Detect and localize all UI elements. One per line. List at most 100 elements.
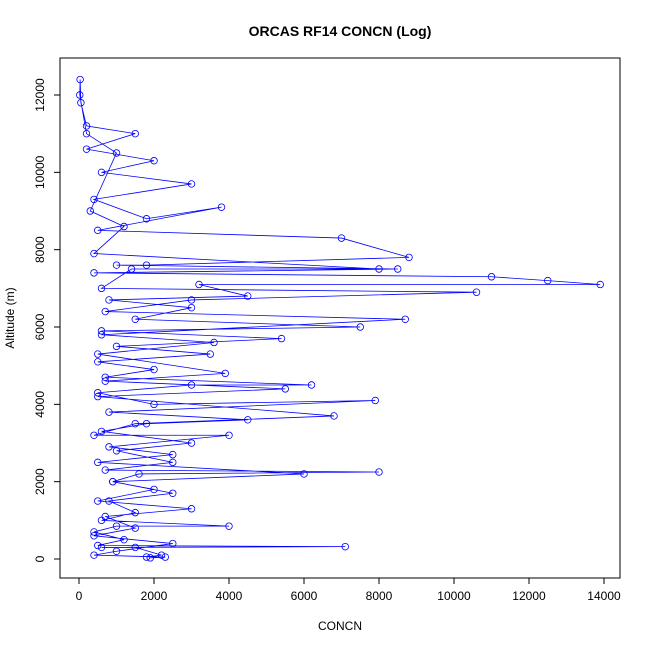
data-point — [356, 323, 364, 331]
data-point — [101, 466, 109, 474]
data-point — [341, 542, 349, 551]
data-point — [375, 265, 383, 273]
data-point — [131, 508, 139, 517]
data-point — [94, 226, 102, 235]
data-point — [142, 553, 151, 561]
data-point — [210, 338, 218, 347]
data-point — [94, 392, 102, 401]
data-point — [375, 468, 383, 476]
data-point — [105, 497, 113, 505]
data-point — [94, 350, 102, 358]
data-point — [135, 470, 143, 478]
data-point — [169, 458, 177, 467]
data-point — [109, 477, 117, 486]
data-point — [76, 75, 84, 84]
data-point — [112, 342, 121, 351]
x-tick-label: 12000 — [512, 589, 546, 603]
chart-title: ORCAS RF14 CONCN (Log) — [249, 23, 432, 39]
data-point — [101, 377, 109, 385]
x-tick-label: 10000 — [437, 589, 471, 603]
data-point — [187, 303, 196, 312]
data-point — [187, 296, 196, 304]
data-point — [187, 180, 196, 188]
data-point — [131, 129, 139, 138]
data-point — [90, 269, 98, 277]
data-point — [86, 207, 94, 215]
data-point — [206, 350, 214, 358]
data-point — [142, 261, 151, 269]
data-point — [150, 485, 158, 494]
data-point — [112, 522, 121, 530]
data-point — [487, 273, 496, 281]
y-axis-label: Altitude (m) — [3, 287, 17, 348]
data-point — [97, 284, 106, 293]
data-point — [105, 408, 113, 416]
data-point — [90, 431, 98, 439]
data-point — [157, 551, 166, 559]
data-point — [101, 307, 109, 316]
data-point — [150, 157, 158, 165]
y-tick-label: 10000 — [33, 155, 47, 189]
data-point — [169, 489, 177, 497]
data-point — [112, 447, 121, 455]
y-tick-label: 12000 — [33, 78, 47, 112]
y-tick-label: 8000 — [33, 236, 47, 263]
data-point — [90, 528, 98, 536]
data-point — [146, 554, 154, 562]
data-point — [394, 265, 402, 273]
data-point — [101, 512, 109, 521]
data-point — [300, 470, 308, 478]
data-point — [90, 249, 98, 258]
data-point — [112, 547, 121, 555]
y-tick-label: 6000 — [33, 313, 47, 340]
y-tick-label: 2000 — [33, 468, 47, 495]
data-point — [472, 288, 481, 296]
x-tick-label: 2000 — [141, 589, 168, 603]
data-point — [169, 539, 177, 548]
data-point — [187, 505, 196, 513]
data-point — [105, 443, 113, 451]
data-point — [142, 419, 151, 428]
data-point — [225, 522, 233, 530]
data-point — [82, 145, 91, 153]
data-point — [94, 458, 102, 467]
data-point — [225, 431, 233, 439]
data-point — [90, 195, 98, 204]
data-point — [97, 168, 106, 177]
data-point — [120, 222, 128, 231]
data-point — [82, 122, 91, 130]
data-point — [401, 315, 409, 323]
x-tick-label: 4000 — [216, 589, 243, 603]
x-tick-label: 8000 — [366, 589, 393, 603]
data-point — [142, 215, 151, 223]
data-point — [187, 439, 196, 447]
data-point — [97, 327, 106, 335]
data-point — [187, 381, 196, 389]
data-point — [90, 551, 98, 559]
x-tick-label: 6000 — [291, 589, 318, 603]
data-point — [94, 389, 102, 397]
data-point — [101, 373, 109, 381]
data-point — [131, 543, 139, 552]
data-point — [97, 516, 106, 525]
y-tick-label: 0 — [33, 555, 47, 562]
data-point — [90, 532, 98, 540]
data-point — [97, 543, 106, 552]
data-point — [405, 253, 413, 262]
data-point — [307, 381, 316, 389]
data-point — [76, 91, 84, 99]
data-point — [94, 497, 102, 505]
data-point — [337, 234, 346, 242]
x-tick-label: 0 — [76, 589, 83, 603]
data-line — [79, 79, 601, 559]
data-point — [281, 385, 289, 393]
data-point — [112, 149, 121, 157]
data-point — [97, 427, 106, 436]
data-point — [112, 261, 121, 269]
plot-frame — [59, 57, 621, 579]
data-point — [131, 524, 139, 532]
x-axis-label: CONCN — [318, 619, 362, 633]
data-point — [127, 265, 136, 273]
data-point — [195, 280, 203, 289]
